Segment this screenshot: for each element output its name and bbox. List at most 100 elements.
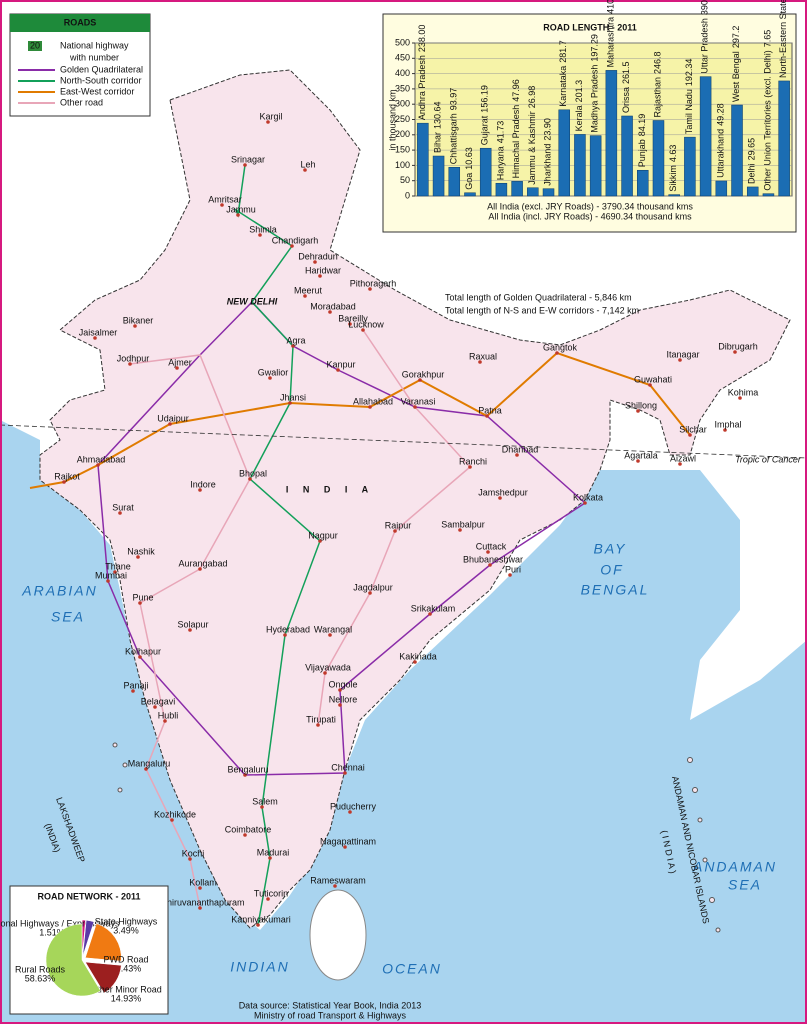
bar [464, 192, 476, 197]
bar [762, 193, 775, 197]
city-dot [368, 287, 372, 291]
pie-value: 14.93% [111, 993, 142, 1003]
bar [589, 135, 602, 197]
bar [527, 187, 539, 197]
india-outline [39, 69, 791, 929]
value-label: 192.34 [684, 59, 694, 87]
city-label: Jaisalmer [79, 327, 118, 337]
bar [778, 80, 790, 197]
category-label: Karnataka [559, 66, 569, 107]
value-label: 130.64 [433, 101, 443, 129]
city-label: Bareilly [338, 313, 368, 323]
city-label: Pune [132, 592, 153, 602]
city-dot [485, 414, 489, 418]
value-label: 23.90 [543, 118, 553, 141]
islands [112, 742, 721, 933]
sea-label: ARABIAN [21, 583, 97, 599]
city-dot [144, 767, 148, 771]
city-label: Leh [300, 159, 315, 169]
city-dot [648, 383, 652, 387]
source: Ministry of road Transport & Highways [254, 1010, 407, 1020]
city-dot [468, 465, 472, 469]
city-label: Jodhpur [117, 353, 150, 363]
bar-label: Andhra Pradesh 238.00 [417, 25, 427, 121]
city-dot [220, 203, 224, 207]
city-dot [678, 358, 682, 362]
bar-label: Delhi 29.65 [747, 138, 757, 184]
city-label: Puri [505, 564, 521, 574]
city-dot [678, 462, 682, 466]
category-label: Uttarakhand [716, 129, 726, 178]
city-dot [498, 496, 502, 500]
city-dot [368, 591, 372, 595]
city-dot [343, 771, 347, 775]
city-label: Kakinada [399, 651, 437, 661]
city-label: Nagpur [308, 530, 338, 540]
category-label: Haryana [496, 146, 506, 180]
y-tick-label: 150 [395, 144, 410, 154]
city-dot [198, 567, 202, 571]
island [692, 787, 698, 793]
bar-label: North-Eastern States376.0 [779, 0, 789, 78]
capital-label: NEW DELHI [227, 296, 278, 306]
bar [668, 194, 680, 197]
sea-label: SEA [728, 877, 762, 893]
city-label: Tuticorin [254, 888, 288, 898]
city-dot [478, 360, 482, 364]
pie-category: State Highways [95, 916, 158, 926]
city-label: Rameswaram [310, 875, 366, 885]
city-dot [268, 376, 272, 380]
bar-label: Jharkhand 23.90 [543, 118, 553, 186]
city-dot [288, 401, 292, 405]
city-dot [303, 168, 307, 172]
city-label: Bhopal [239, 468, 267, 478]
value-label: 49.28 [716, 103, 726, 126]
city-label: Kochi [182, 848, 205, 858]
legend-label: East-West corridor [60, 86, 134, 96]
city-label: Sambalpur [441, 519, 485, 529]
city-dot [555, 351, 559, 355]
city-dot [486, 550, 490, 554]
bar-label: Jammu & Kashmir 26.98 [527, 86, 537, 185]
city-label: Aurangabad [178, 558, 227, 568]
bar-label: Uttar Pradesh 390.1 [700, 0, 710, 74]
y-tick-label: 50 [400, 175, 410, 185]
city-label: Chandigarh [272, 235, 319, 245]
city-label: Silchar [679, 424, 707, 434]
bar-label: Orissa 261.5 [621, 61, 631, 113]
legend-label: Other road [60, 97, 103, 107]
city-label: Kanniyakumari [231, 914, 291, 924]
bar [652, 120, 665, 197]
value-label: 201.3 [574, 80, 584, 103]
city-label: Haridwar [305, 265, 341, 275]
city-label: Nagapattinam [320, 836, 376, 846]
legend-label: North-South corridor [60, 75, 142, 85]
city-label: Thane [105, 561, 131, 571]
island [697, 817, 703, 823]
city-dot [413, 405, 417, 409]
pie-chart: ROAD NETWORK - 2011 National Highways / E… [0, 885, 169, 1015]
bar [731, 104, 743, 197]
legend-badge [28, 41, 42, 51]
value-label: 261.5 [621, 61, 631, 84]
bar-label: Tamil Nadu 192.34 [684, 59, 694, 135]
city-dot [133, 324, 137, 328]
city-dot [128, 362, 132, 366]
city-label: Hubli [158, 710, 179, 720]
city-label: Varanasi [401, 396, 436, 406]
city-dot [348, 810, 352, 814]
city-dot [138, 655, 142, 659]
city-dot [583, 501, 587, 505]
island [709, 897, 715, 903]
city-dot [243, 773, 247, 777]
legend-badge-text: 20 [30, 40, 40, 50]
bar-chart: ROAD LENGTH - 2011 0 50 100 150 200 250 300 350 4… [382, 0, 797, 233]
category-label: Punjab [637, 139, 647, 167]
city-label: Raipur [385, 520, 412, 530]
city-label: Dhanbad [502, 444, 539, 454]
city-dot [266, 897, 270, 901]
city-dot [333, 884, 337, 888]
city-dot [198, 488, 202, 492]
city-label: Mumbai [95, 570, 127, 580]
